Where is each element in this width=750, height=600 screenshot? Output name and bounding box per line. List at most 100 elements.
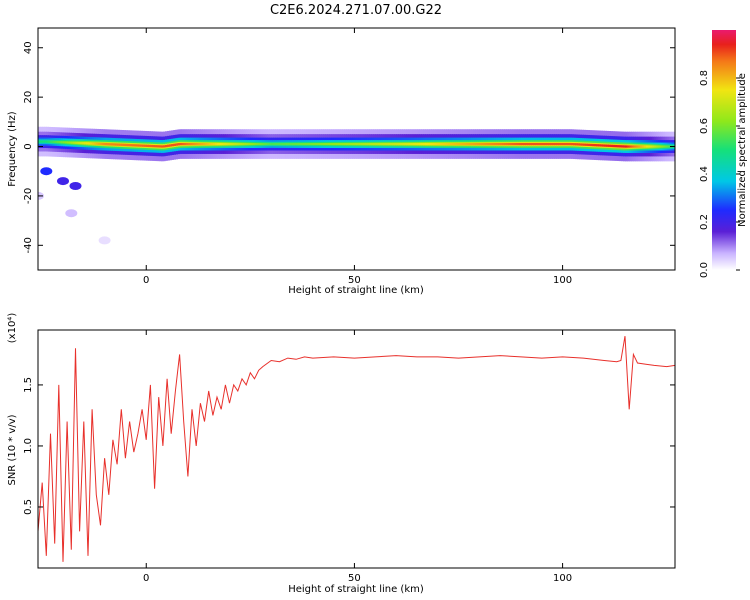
spectrogram-cell — [302, 142, 306, 146]
spectrogram-cell — [446, 142, 449, 146]
spectrogram-cell — [321, 142, 324, 146]
spectrogram-cell — [583, 143, 587, 146]
snr-series-line — [38, 336, 675, 562]
spectrogram-cell — [144, 144, 147, 147]
spectrogram-cell — [133, 144, 137, 147]
spectrogram-cell — [581, 143, 584, 146]
spectrogram-cell — [418, 142, 422, 146]
spectrogram-cell — [470, 142, 474, 146]
spectrogram-cell — [85, 142, 89, 145]
spectrogram-cell — [96, 142, 99, 145]
spectrogram-cell — [431, 142, 435, 146]
spectrogram-cell — [633, 145, 637, 148]
spectrogram-cell — [304, 142, 308, 146]
spectrogram-cell — [647, 145, 651, 148]
spectrogram-frame — [37, 27, 676, 271]
spectrogram-cell — [562, 142, 566, 146]
spectrogram-cell — [537, 142, 541, 146]
spectrogram-cell — [645, 145, 649, 148]
spectrogram-cell — [81, 142, 85, 145]
spectrogram-cell — [448, 142, 451, 146]
spectrogram-cell — [635, 145, 639, 148]
spectrogram-cell — [491, 142, 495, 146]
spectrogram-cell — [56, 140, 60, 144]
spectrogram-cell — [233, 142, 237, 146]
colorbar-tick-label: 0.4 — [699, 166, 710, 182]
spectrogram-cell — [277, 142, 281, 146]
spectrogram-cell — [391, 142, 395, 146]
spectrogram-cell — [454, 142, 458, 146]
spectrogram-cell — [217, 142, 220, 146]
spectrogram-cell — [50, 140, 54, 143]
spectrogram-cell — [285, 142, 289, 146]
spectrogram-cell — [450, 142, 453, 146]
spectrogram-cell — [212, 142, 216, 146]
spectrogram-cell — [142, 144, 145, 147]
spectrogram-cell — [587, 143, 591, 146]
spectrogram-cell — [329, 142, 333, 146]
snr-y-label: SNR (10 * v/v) — [7, 414, 18, 485]
spectrogram-cell — [258, 142, 262, 146]
spectrogram-panel: 0 50 100 40 20 0 -20 -40 Height of straight li… — [7, 27, 676, 296]
spectrogram-cell — [518, 142, 522, 146]
spectrogram-cell — [296, 142, 299, 146]
spectrogram-cell — [625, 145, 628, 148]
spectrogram-cell — [221, 142, 224, 146]
spectrogram-cell — [196, 142, 199, 146]
spectrogram-x-label: Height of straight line (km) — [288, 285, 424, 296]
spectrogram-cell — [266, 142, 270, 146]
spectrogram-cell — [175, 143, 179, 146]
spectrogram-y-tick-label: 0 — [23, 143, 34, 149]
spectrogram-cell — [52, 140, 56, 144]
spectrogram-cell — [437, 142, 441, 146]
spectrogram-cell — [112, 143, 116, 146]
snr-frame — [37, 329, 676, 569]
spectrogram-cell — [643, 145, 647, 148]
spectrogram-cell — [543, 142, 547, 146]
spectrogram-cell — [312, 142, 316, 146]
spectrogram-cell — [260, 142, 264, 146]
spectrogram-cell — [110, 143, 114, 146]
spectrogram-cell — [487, 142, 491, 146]
spectrogram-cell — [354, 142, 358, 146]
spectrogram-cell — [364, 142, 368, 146]
spectrogram-cell — [319, 142, 322, 146]
spectrogram-cell — [181, 142, 185, 146]
spectrogram-cell — [654, 145, 657, 148]
spectrogram-cell — [656, 145, 659, 148]
spectrogram-cell — [210, 142, 214, 146]
spectrogram-cell — [169, 144, 172, 147]
spectrogram-cell — [341, 142, 345, 146]
snr-y-ticks: 0.5 1.0 1.5 — [23, 377, 675, 515]
spectrogram-cell — [223, 142, 226, 146]
spectrogram-cell — [46, 140, 50, 143]
spectrogram-cell — [227, 142, 231, 146]
spectrogram-cell — [612, 144, 616, 148]
spectrogram-cell — [335, 142, 339, 146]
spectrogram-cell — [398, 142, 401, 146]
spectrogram-cell — [73, 141, 77, 144]
spectrogram-cell — [502, 142, 505, 146]
spectrogram-cell — [356, 142, 360, 146]
spectrogram-cell — [287, 142, 291, 146]
spectrogram-cell — [167, 144, 170, 147]
spectrogram-cell — [414, 142, 418, 146]
spectrogram-cell — [310, 142, 314, 146]
spectrogram-cell — [614, 144, 618, 148]
spectrogram-cell — [591, 143, 595, 147]
spectrogram-cell — [475, 142, 478, 146]
spectrogram-cell — [271, 142, 274, 146]
spectrogram-cell — [527, 142, 530, 146]
spectrogram-cell — [104, 142, 108, 146]
spectrogram-cell — [244, 142, 247, 146]
spectrogram-cell — [187, 142, 191, 146]
spectrogram-cell — [362, 142, 366, 146]
spectrogram-x-tick-label: 100 — [553, 275, 572, 286]
spectrogram-cell — [219, 142, 222, 146]
spectrogram-cell — [206, 142, 210, 146]
spectrogram-cell — [489, 142, 493, 146]
spectrogram-cell — [44, 140, 47, 143]
spectrogram-cell — [150, 144, 154, 148]
spectrogram-y-tick-label: 20 — [23, 91, 34, 104]
